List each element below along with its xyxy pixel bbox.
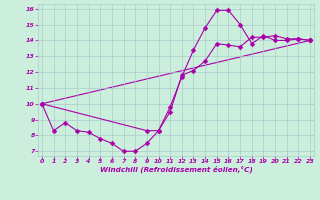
X-axis label: Windchill (Refroidissement éolien,°C): Windchill (Refroidissement éolien,°C) [100, 166, 252, 173]
